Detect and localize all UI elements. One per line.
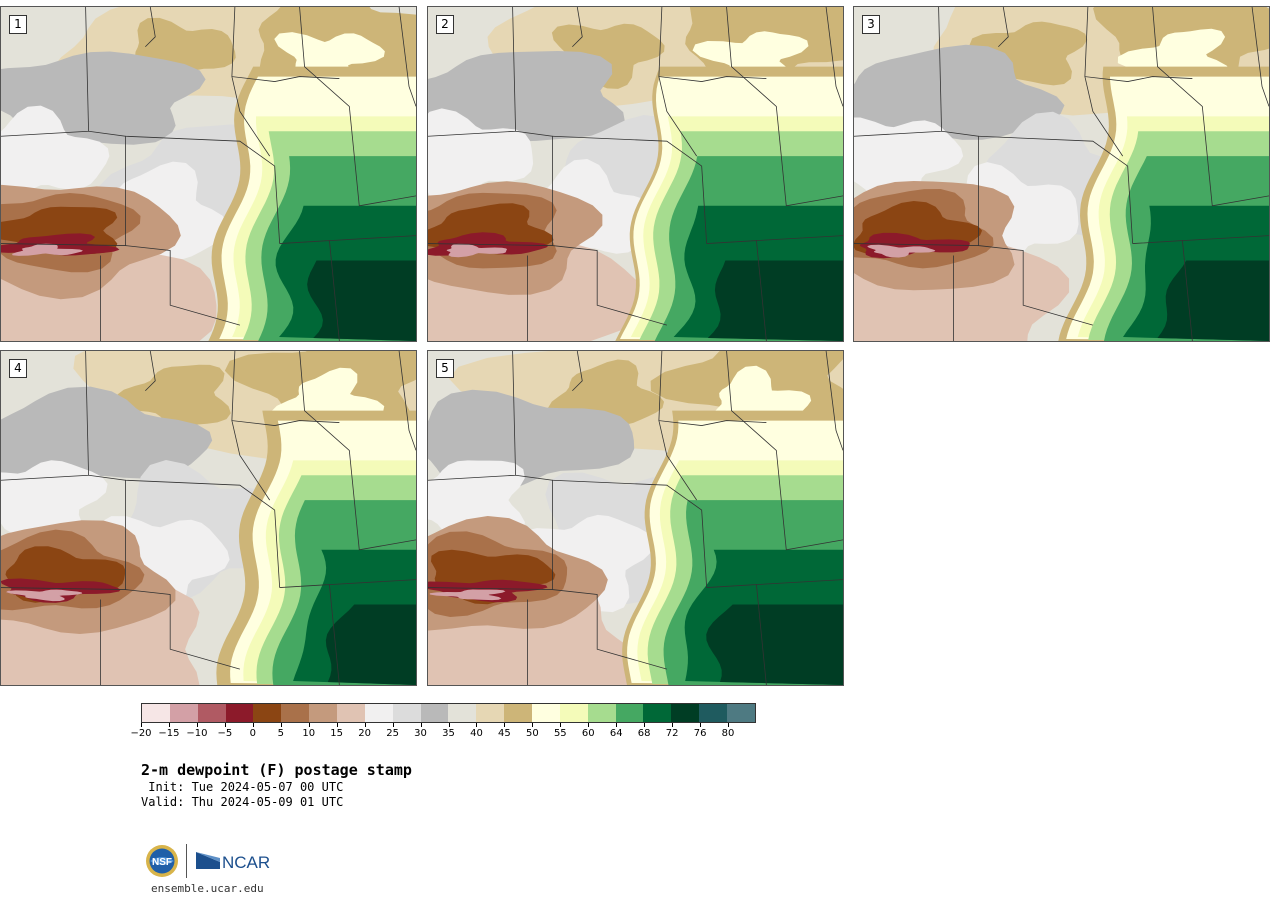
map-panel-4: 4 [0,350,417,686]
colorbar-tick [532,723,534,727]
nsf-logo-text: NSF [152,857,172,868]
colorbar-tick-label: 68 [637,728,651,739]
panel-number-label: 4 [9,359,27,378]
colorbar-tick [252,723,254,727]
dewpoint-field-map [1,351,416,685]
colorbar-tick [168,723,170,727]
colorbar-tick-label: 50 [525,728,539,739]
colorbar-tick [560,723,562,727]
panel-number-label: 5 [436,359,454,378]
state-borders [428,351,843,685]
colorbar-swatch [337,704,365,722]
panel-number-label: 2 [436,15,454,34]
colorbar-tick [224,723,226,727]
panel-number-label: 1 [9,15,27,34]
map-panel-2: 2 [427,6,844,342]
colorbar-tick-label: 10 [302,728,316,739]
colorbar-tick-label: 80 [721,728,735,739]
colorbar-swatch [532,704,560,722]
state-borders [428,7,843,341]
colorbar-tick-label: −15 [158,728,180,739]
colorbar-swatch [699,704,728,722]
dewpoint-field-map [428,7,843,341]
panel-number-label: 3 [862,15,880,34]
map-panel-1: 1 [0,6,417,342]
colorbar-tick-label: −20 [130,728,152,739]
colorbar-tick-label: 45 [498,728,511,739]
colorbar-tick [588,723,590,727]
dewpoint-colorbar [141,703,756,723]
colorbar-swatch [142,704,170,722]
colorbar-tick-label: 40 [470,728,483,739]
colorbar-tick [700,723,702,727]
colorbar-tick [504,723,506,727]
figure-title: 2-m dewpoint (F) postage stamp [141,761,412,779]
map-panel-3: 3 [853,6,1270,342]
colorbar-tick [644,723,646,727]
colorbar-tick [141,723,142,727]
valid-time: Valid: Thu 2024-05-09 01 UTC [141,795,344,809]
colorbar-tick-label: 5 [277,728,284,739]
state-borders [854,7,1269,341]
colorbar-swatch [420,704,449,722]
colorbar-tick-label: 72 [665,728,679,739]
colorbar-tick-label: 64 [609,728,623,739]
colorbar-tick-label: −5 [217,728,233,739]
colorbar-tick [420,723,422,727]
state-borders [1,7,416,341]
colorbar-swatch [364,704,393,722]
colorbar-swatch [309,704,338,722]
colorbar-swatch [643,704,672,722]
state-borders [1,351,416,685]
colorbar-tick-label: 55 [553,728,567,739]
colorbar-tick [616,723,618,727]
map-panel-5: 5 [427,350,844,686]
colorbar-tick [336,723,338,727]
colorbar-tick-label: 35 [442,728,455,739]
dewpoint-field-map [428,351,843,685]
colorbar-swatch [392,704,421,722]
colorbar-swatch [671,704,700,722]
colorbar-tick [280,723,282,727]
colorbar-swatch [448,704,477,722]
colorbar-tick-label: 76 [693,728,707,739]
colorbar-swatch [727,704,755,722]
colorbar-swatch [504,704,533,722]
colorbar-tick [308,723,310,727]
colorbar-swatch [253,704,282,722]
ncar-wedge-icon: NCAR [196,852,270,872]
colorbar-swatch [559,704,588,722]
colorbar-tick-label: 60 [581,728,595,739]
ncar-logo-text: NCAR [222,853,270,872]
colorbar-tick [392,723,394,727]
nsf-globe-icon: NSF [146,845,178,877]
colorbar-tick [196,723,198,727]
colorbar-swatch [587,704,616,722]
colorbar-tick-label: −10 [186,728,208,739]
colorbar-tick-label: 15 [330,728,344,739]
colorbar-tick [672,723,674,727]
colorbar-swatch [281,704,310,722]
colorbar-tick [364,723,366,727]
init-time: Init: Tue 2024-05-07 00 UTC [141,780,344,794]
colorbar-tick-label: 30 [414,728,427,739]
colorbar-swatch [197,704,226,722]
colorbar-tick [728,723,730,727]
colorbar-swatch [225,704,254,722]
colorbar-tick-label: 25 [386,728,399,739]
logo-row: NSF NCAR [145,843,270,879]
colorbar-ticks: −20 −15 −10 −5 0 5 10 15 20 25 30 35 40 45 50 55 60 64 68 7… [130,723,756,743]
colorbar-tick [448,723,450,727]
colorbar-swatch [169,704,198,722]
logo-divider [186,844,187,878]
colorbar-swatch [476,704,505,722]
colorbar-tick-label: 0 [249,728,256,739]
website-url: ensemble.ucar.edu [151,882,264,895]
colorbar-swatch [615,704,644,722]
dewpoint-field-map [854,7,1269,341]
colorbar-tick [476,723,478,727]
dewpoint-field-map [1,7,416,341]
colorbar-tick-label: 20 [358,728,371,739]
